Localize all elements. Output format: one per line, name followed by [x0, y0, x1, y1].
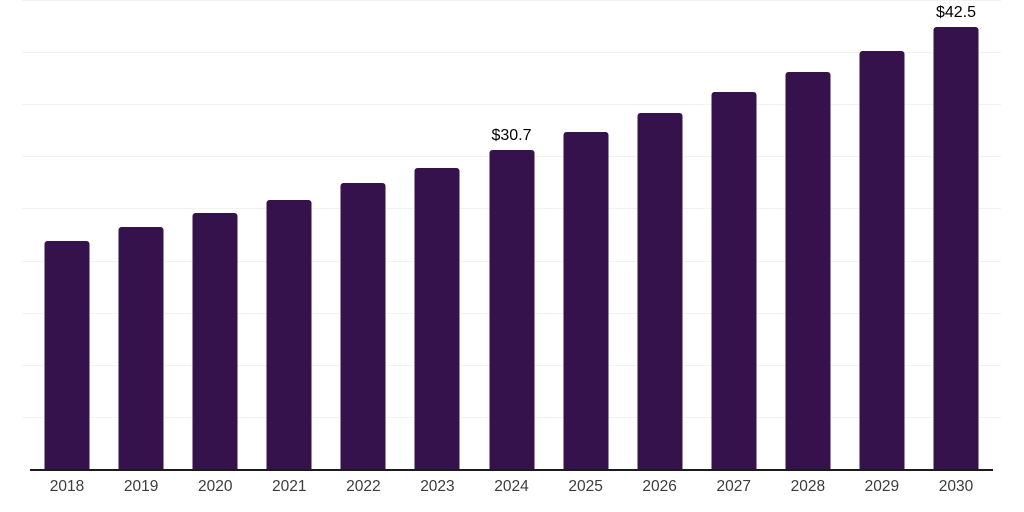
bar-slot-2027 — [697, 0, 771, 470]
x-tick-label-2027: 2027 — [716, 478, 751, 495]
x-axis-labels: 2018 2019 2020 2021 2022 2023 2024 2025 2026 2027… — [30, 478, 993, 496]
gridline-45 — [22, 0, 1001, 2]
bar-slot-2022 — [326, 0, 400, 470]
bar-2020 — [192, 213, 238, 470]
x-tick-label-2018: 2018 — [49, 478, 85, 495]
gridline-35 — [22, 104, 1001, 106]
x-axis-line — [30, 469, 993, 471]
value-label-2024: $30.7 — [491, 127, 532, 144]
bar-slot-2024: $30.7 — [474, 0, 548, 470]
bar-2025 — [563, 132, 609, 470]
bar-slot-2028 — [771, 0, 845, 470]
bar-slot-2021 — [252, 0, 326, 470]
gridline-40 — [22, 52, 1001, 54]
bar-2018 — [44, 241, 90, 470]
bar-2024 — [489, 150, 534, 470]
x-tick-label-2024: 2024 — [494, 478, 529, 495]
x-tick-label-2029: 2029 — [864, 478, 900, 495]
x-tick-label-2026: 2026 — [642, 478, 677, 495]
bar-slot-2018 — [30, 0, 104, 470]
bar-2019 — [118, 227, 164, 470]
value-label-2030: $42.5 — [935, 4, 976, 21]
bar-2028 — [785, 72, 831, 470]
bar-slot-2020 — [178, 0, 252, 470]
bar-2022 — [340, 183, 386, 470]
plot-area: $30.7 $42.5 — [22, 0, 1001, 471]
x-tick-label-2019: 2019 — [123, 478, 159, 495]
x-tick-label-2028: 2028 — [790, 478, 826, 495]
x-tick-label-2030: 2030 — [938, 478, 974, 495]
bar-2027 — [711, 92, 757, 470]
bar-slot-2030: $42.5 — [919, 0, 993, 470]
bar-2026 — [637, 113, 683, 470]
bar-slot-2029 — [845, 0, 919, 470]
x-tick-label-2021: 2021 — [272, 478, 307, 495]
x-tick-label-2025: 2025 — [568, 478, 603, 495]
bar-slot-2026 — [623, 0, 697, 470]
bar-2021 — [266, 200, 312, 470]
bar-slot-2025 — [549, 0, 623, 470]
x-tick-label-2022: 2022 — [346, 478, 381, 495]
x-tick-label-2020: 2020 — [197, 478, 233, 495]
x-tick-label-2023: 2023 — [420, 478, 455, 495]
bar-2029 — [859, 51, 905, 470]
bar-slot-2019 — [104, 0, 178, 470]
bar-slot-2023 — [400, 0, 474, 470]
bar-2023 — [414, 168, 460, 470]
bars-layer: $30.7 $42.5 — [30, 0, 993, 470]
bar-2030 — [933, 27, 979, 470]
